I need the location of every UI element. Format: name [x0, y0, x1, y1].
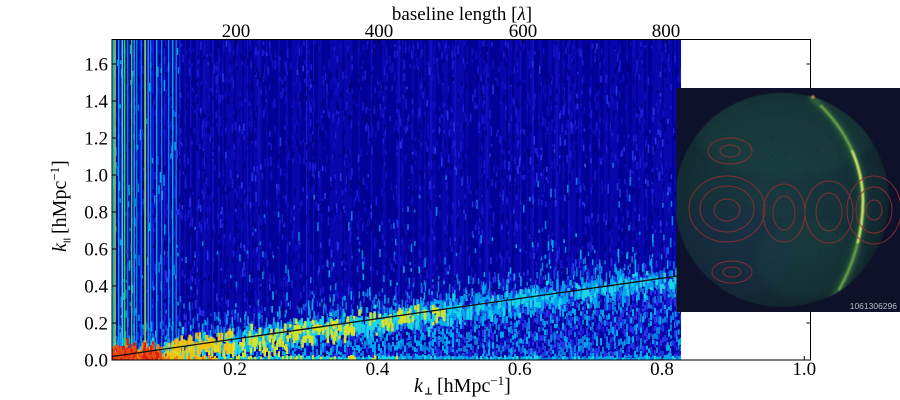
svg-text:1.0: 1.0 [84, 166, 108, 187]
svg-text:0.6: 0.6 [84, 240, 108, 261]
svg-text:0.2: 0.2 [84, 314, 108, 335]
svg-text:0.0: 0.0 [84, 351, 108, 372]
svg-text:1061306296: 1061306296 [850, 301, 898, 311]
svg-text:0.8: 0.8 [84, 203, 108, 224]
svg-text:k: k [414, 375, 424, 397]
svg-text:0.8: 0.8 [650, 359, 674, 380]
svg-text:400: 400 [365, 21, 394, 42]
svg-text:0.2: 0.2 [223, 359, 247, 380]
svg-text:800: 800 [652, 21, 681, 42]
svg-text:200: 200 [222, 21, 251, 42]
svg-text:600: 600 [509, 21, 538, 42]
svg-text:baseline length [λ]: baseline length [λ] [392, 4, 532, 25]
svg-text:1.4: 1.4 [84, 92, 108, 113]
svg-text:1.6: 1.6 [84, 55, 108, 76]
svg-text:0.4: 0.4 [366, 359, 390, 380]
svg-text:k: k [49, 242, 71, 252]
svg-text:1.2: 1.2 [84, 129, 108, 150]
svg-text:0.6: 0.6 [508, 359, 532, 380]
svg-text:1.0: 1.0 [792, 359, 816, 380]
svg-text:0.4: 0.4 [84, 277, 108, 298]
